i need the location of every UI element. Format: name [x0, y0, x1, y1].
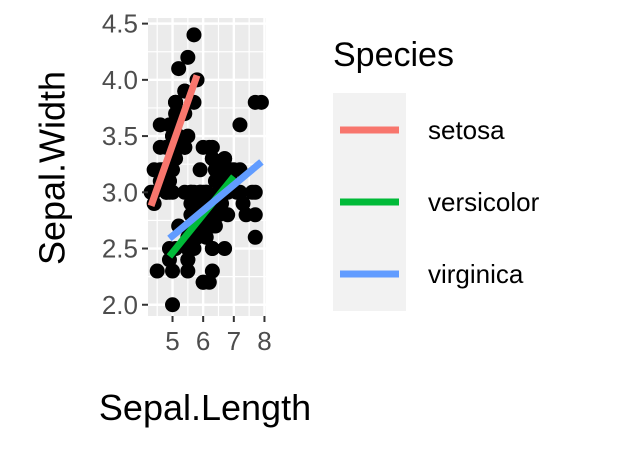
y-axis-title: Sepal.Width [32, 71, 73, 265]
legend-label-setosa: setosa [428, 115, 505, 145]
data-point [165, 297, 181, 313]
data-point [201, 139, 217, 155]
data-point [217, 151, 233, 167]
data-point [204, 263, 220, 279]
data-point [171, 61, 187, 77]
regression-lines [147, 74, 264, 259]
data-point [186, 241, 202, 257]
legend-title: Species [333, 36, 454, 74]
data-point [180, 252, 196, 268]
fit-line-setosa [147, 74, 201, 207]
data-point [180, 263, 196, 279]
data-point [247, 184, 263, 200]
fit-line-virginica [167, 159, 264, 242]
y-tick-label: 4.5 [102, 9, 138, 39]
data-point [198, 229, 214, 245]
data-point [180, 128, 196, 144]
data-point [204, 151, 220, 167]
data-point [165, 263, 181, 279]
legend-label-virginica: virginica [428, 259, 524, 289]
y-tick-label: 2.0 [102, 290, 138, 320]
data-point [161, 173, 177, 189]
y-tick-label: 3.5 [102, 121, 138, 151]
x-axis-title: Sepal.Length [99, 387, 311, 428]
data-point [207, 162, 223, 178]
x-tick-label: 6 [196, 326, 210, 356]
data-point [186, 27, 202, 43]
data-point [232, 184, 248, 200]
data-point [186, 196, 202, 212]
legend-label-versicolor: versicolor [428, 187, 540, 217]
data-point [192, 162, 208, 178]
data-point [161, 117, 177, 133]
y-tick-label: 2.5 [102, 234, 138, 264]
data-point [253, 94, 269, 110]
data-point [204, 218, 220, 234]
legend-items: setosa versicolor virginica [340, 115, 540, 289]
x-tick-label: 5 [165, 326, 179, 356]
data-point [195, 274, 211, 290]
y-tick-label: 4.0 [102, 65, 138, 95]
data-point [204, 241, 220, 257]
data-point [180, 49, 196, 65]
data-point [220, 207, 236, 223]
data-point [192, 184, 208, 200]
x-tick-label: 8 [257, 326, 271, 356]
x-tick-label: 7 [227, 326, 241, 356]
data-point [232, 117, 248, 133]
y-axis: 2.0 2.5 3.0 3.5 4.0 4.5 [102, 9, 148, 320]
data-point [149, 263, 165, 279]
data-point [247, 229, 263, 245]
data-point [220, 162, 236, 178]
legend: Species setosa versicolor virginica [333, 36, 540, 311]
y-tick-label: 3.0 [102, 177, 138, 207]
data-point [217, 241, 233, 257]
data-point [158, 184, 174, 200]
data-point [235, 196, 251, 212]
data-point [238, 207, 254, 223]
data-point [168, 94, 184, 110]
